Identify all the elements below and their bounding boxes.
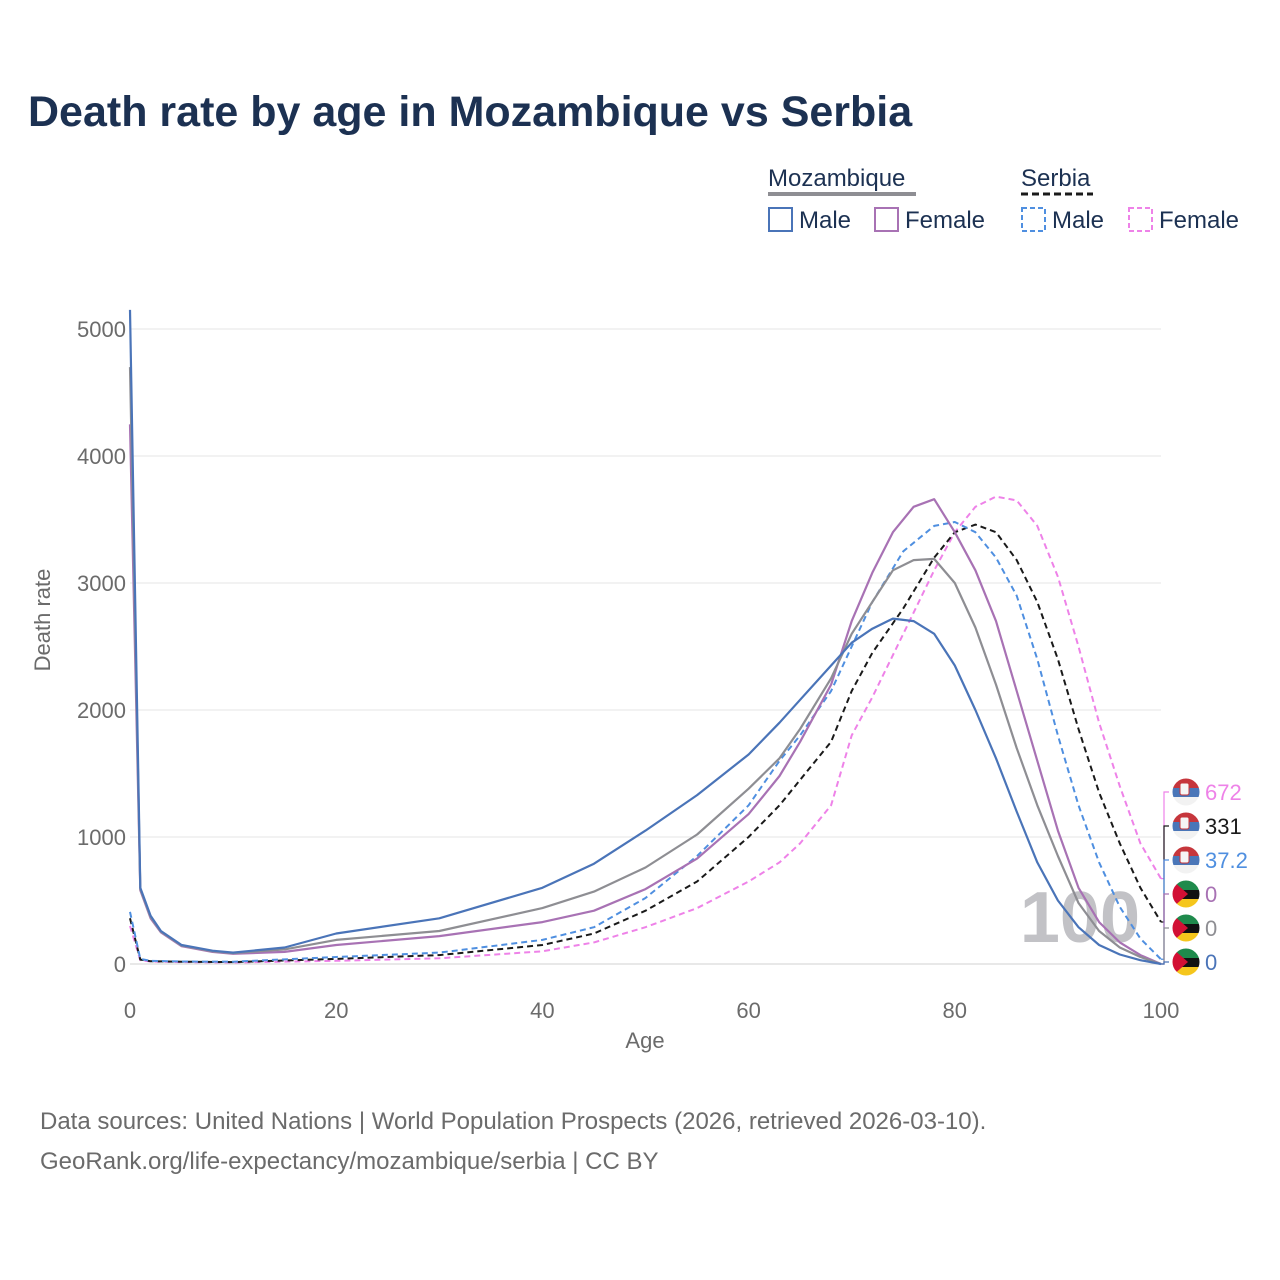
series-line-mozambique-female[interactable] [128,424,1162,966]
end-labels: 672 331 37.2 0 0 0 [1161,777,1248,977]
flag-triangle [1172,914,1188,942]
x-tick-label: 60 [736,998,760,1023]
end-label-connector [1161,791,1169,880]
flag-fill [1172,948,1200,976]
y-tick-label: 4000 [77,444,126,469]
end-label-value: 0 [1205,950,1217,975]
legend-item-serbia-female[interactable]: Female [1128,207,1239,234]
legend-item-mozambique-male[interactable]: Male [768,207,851,234]
grid [130,328,1161,965]
series-line-serbia-female[interactable] [129,495,1162,964]
series-lines [128,309,1162,966]
y-tick-label: 1000 [77,825,126,850]
x-tick-label: 100 [1143,998,1180,1023]
y-tick-label: 5000 [77,317,126,342]
end-label-connector [1161,859,1169,960]
flag-fill [1172,778,1200,806]
flag-band-yellow [1172,967,1200,976]
x-tick-label: 80 [943,998,967,1023]
source-line-2: GeoRank.org/life-expectancy/mozambique/s… [40,1148,659,1175]
flag-emblem [1179,782,1190,796]
flag-band-yellow [1172,899,1200,908]
legend-swatch [1021,207,1046,232]
legend-item-serbia-male[interactable]: Male [1021,207,1104,234]
series-line-mozambique-both[interactable] [128,367,1162,966]
legend-swatch [874,207,899,232]
flag-fill [1172,914,1200,942]
y-tick-label: 2000 [77,698,126,723]
flag-band-white [1172,865,1200,874]
x-tick-label: 40 [530,998,554,1023]
flag-band-green [1172,880,1200,890]
end-label-value: 672 [1205,780,1242,805]
flag-border [1171,811,1201,841]
flag-triangle [1172,948,1188,976]
x-tick-label: 0 [124,998,136,1023]
serbia-flag-icon [1171,811,1201,841]
flag-border [1171,913,1201,943]
x-axis: 0 20 40 60 80 100 [124,998,1179,1023]
legend-label: Female [905,207,985,234]
serbia-flag-icon [1171,845,1201,875]
end-label-value: 331 [1205,814,1242,839]
end-label-value: 0 [1205,882,1217,907]
y-axis-label: Death rate [30,569,55,672]
flag-band-green [1172,914,1200,924]
source-line-1: Data sources: United Nations | World Pop… [40,1108,987,1135]
legend-label: Male [799,207,851,234]
end-label-connector [1161,825,1169,923]
end-label-value: 0 [1205,916,1217,941]
y-tick-label: 3000 [77,571,126,596]
mozambique-flag-icon [1171,879,1201,909]
flag-band-white [1172,797,1200,806]
flag-band-white [1172,831,1200,840]
flag-band-yellow [1172,933,1200,942]
flag-fill [1172,812,1200,840]
y-tick-label: 0 [114,952,126,977]
flag-emblem [1179,850,1190,864]
legend: Mozambique Serbia Male Female Male Femal… [768,165,1239,234]
flag-triangle [1172,880,1188,908]
legend-group-serbia: Serbia [1021,165,1091,192]
legend-label: Female [1159,207,1239,234]
legend-swatch [1128,207,1153,232]
flag-band-green [1172,948,1200,958]
legend-item-mozambique-female[interactable]: Female [874,207,985,234]
serbia-flag-icon [1171,777,1201,807]
x-tick-label: 20 [324,998,348,1023]
mozambique-flag-icon [1171,947,1201,977]
legend-group-mozambique: Mozambique [768,165,905,192]
flag-fill [1172,846,1200,874]
chart-title: Death rate by age in Mozambique vs Serbi… [28,88,913,136]
series-line-mozambique-male[interactable] [128,309,1162,966]
end-label-connector [1161,961,1169,965]
flag-fill [1172,880,1200,908]
flag-border [1171,947,1201,977]
flag-border [1171,777,1201,807]
series-line-serbia-both[interactable] [129,523,1162,964]
flag-border [1171,879,1201,909]
series-line-serbia-male[interactable] [129,521,1162,963]
y-axis: 0 1000 2000 3000 4000 5000 [77,317,126,977]
x-axis-label: Age [625,1028,664,1053]
end-label-connector [1161,927,1169,965]
legend-label: Male [1052,207,1104,234]
flag-border [1171,845,1201,875]
chart-canvas: Mozambique Serbia Male Female Male Femal… [30,165,1248,1053]
legend-swatch [768,207,793,232]
flag-emblem [1179,816,1190,830]
end-label-connector [1161,893,1169,965]
mozambique-flag-icon [1171,913,1201,943]
end-label-value: 37.2 [1205,848,1248,873]
